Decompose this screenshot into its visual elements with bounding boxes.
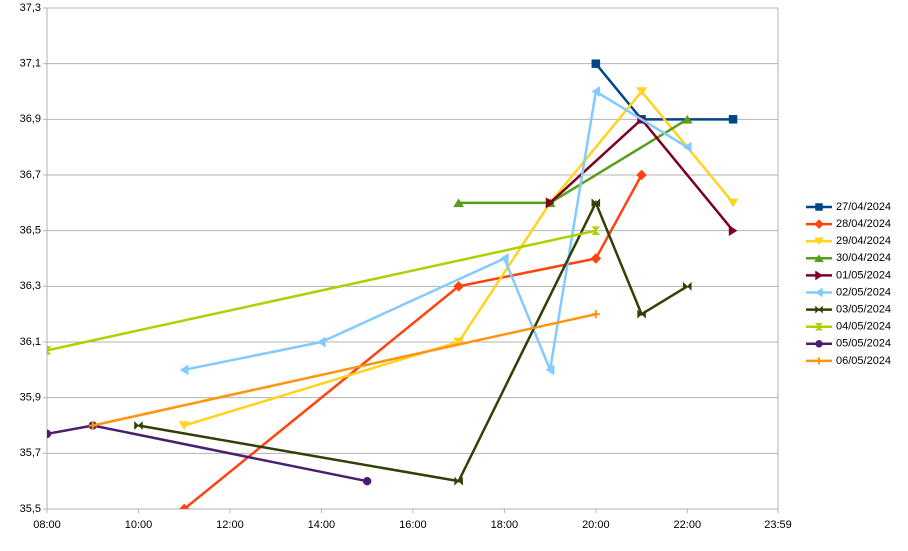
x-tick-label: 22:00: [674, 519, 702, 531]
plot-frame: [46, 7, 779, 510]
y-tick-label: 37,3: [20, 2, 41, 14]
plot-lines: [47, 59, 739, 509]
x-tick-label: 23:59: [764, 519, 792, 531]
data-point: [591, 198, 601, 208]
legend-marker: [815, 270, 823, 281]
series-line: [92, 312, 597, 427]
x-tick-label: 12:00: [216, 519, 244, 531]
legend-label: 05/05/2024: [836, 338, 891, 350]
y-tick-label: 36,5: [20, 225, 41, 237]
series-line: [183, 89, 688, 375]
y-tick-label: 35,7: [20, 447, 41, 459]
data-point: [47, 429, 52, 439]
x-tick-label: 08:00: [33, 519, 61, 531]
legend-label: 01/05/2024: [836, 269, 891, 281]
data-point: [681, 114, 693, 124]
x-tick-label: 14:00: [308, 519, 336, 531]
legend-marker: [815, 203, 823, 211]
data-point: [637, 309, 646, 319]
data-point: [453, 280, 464, 292]
legend-marker: [815, 357, 823, 365]
legend-marker: [814, 254, 824, 263]
data-point: [683, 281, 692, 291]
data-point: [179, 364, 189, 376]
legend-label: 03/05/2024: [836, 304, 891, 316]
data-point: [47, 346, 52, 355]
y-tick-label: 36,7: [20, 169, 41, 181]
series-line: [47, 229, 597, 352]
legend-label: 29/04/2024: [836, 235, 891, 247]
legend-label: 04/05/2024: [836, 321, 891, 333]
data-point: [454, 476, 463, 486]
data-point: [591, 86, 601, 97]
legend-marker: [814, 237, 824, 246]
x-tick-label: 20:00: [582, 519, 610, 531]
data-point: [591, 226, 601, 235]
data-point: [499, 253, 509, 264]
data-point: [636, 169, 647, 181]
legend: 27/04/2024 28/04/2024 29/04/2024 30/04/2024…: [806, 201, 891, 367]
labels: 35,5 35,7 35,9 36,1 36,3 36,5 36,7 36,9 37,1 37,3…: [20, 2, 792, 531]
grid: [43, 7, 779, 513]
data-point: [636, 87, 648, 96]
x-tick-label: 10:00: [125, 519, 153, 531]
legend-marker: [814, 322, 824, 331]
legend-marker: [814, 219, 824, 229]
legend-label: 06/05/2024: [836, 355, 891, 367]
y-tick-label: 36,1: [20, 336, 41, 348]
data-point: [545, 364, 555, 376]
data-point: [316, 336, 326, 348]
data-point: [545, 197, 555, 209]
series-line: [183, 174, 643, 509]
series-line: [594, 62, 734, 121]
data-point: [591, 310, 600, 319]
data-point: [728, 225, 738, 237]
data-point: [682, 141, 692, 153]
data-point: [727, 198, 739, 208]
y-tick-label: 37,1: [20, 58, 41, 70]
y-tick-label: 35,9: [20, 392, 41, 404]
legend-label: 30/04/2024: [836, 252, 891, 264]
data-point: [453, 337, 465, 347]
y-tick-label: 36,9: [20, 113, 41, 125]
legend-marker: [815, 340, 823, 348]
legend-marker: [815, 287, 823, 298]
legend-label: 27/04/2024: [836, 201, 891, 213]
y-tick-label: 36,3: [20, 280, 41, 292]
legend-marker: [815, 305, 823, 314]
data-point: [134, 420, 143, 431]
data-point: [590, 253, 602, 264]
legend-label: 28/04/2024: [836, 218, 891, 230]
x-tick-label: 16:00: [399, 519, 427, 531]
legend-label: 02/05/2024: [836, 286, 891, 298]
data-point: [362, 476, 372, 486]
y-tick-label: 35,5: [20, 503, 41, 515]
data-point: [453, 198, 465, 208]
x-tick-label: 18:00: [491, 519, 519, 531]
data-point: [728, 115, 738, 124]
data-point: [178, 503, 190, 509]
data-point: [88, 421, 97, 430]
data-point: [591, 59, 601, 68]
data-point: [178, 421, 190, 430]
